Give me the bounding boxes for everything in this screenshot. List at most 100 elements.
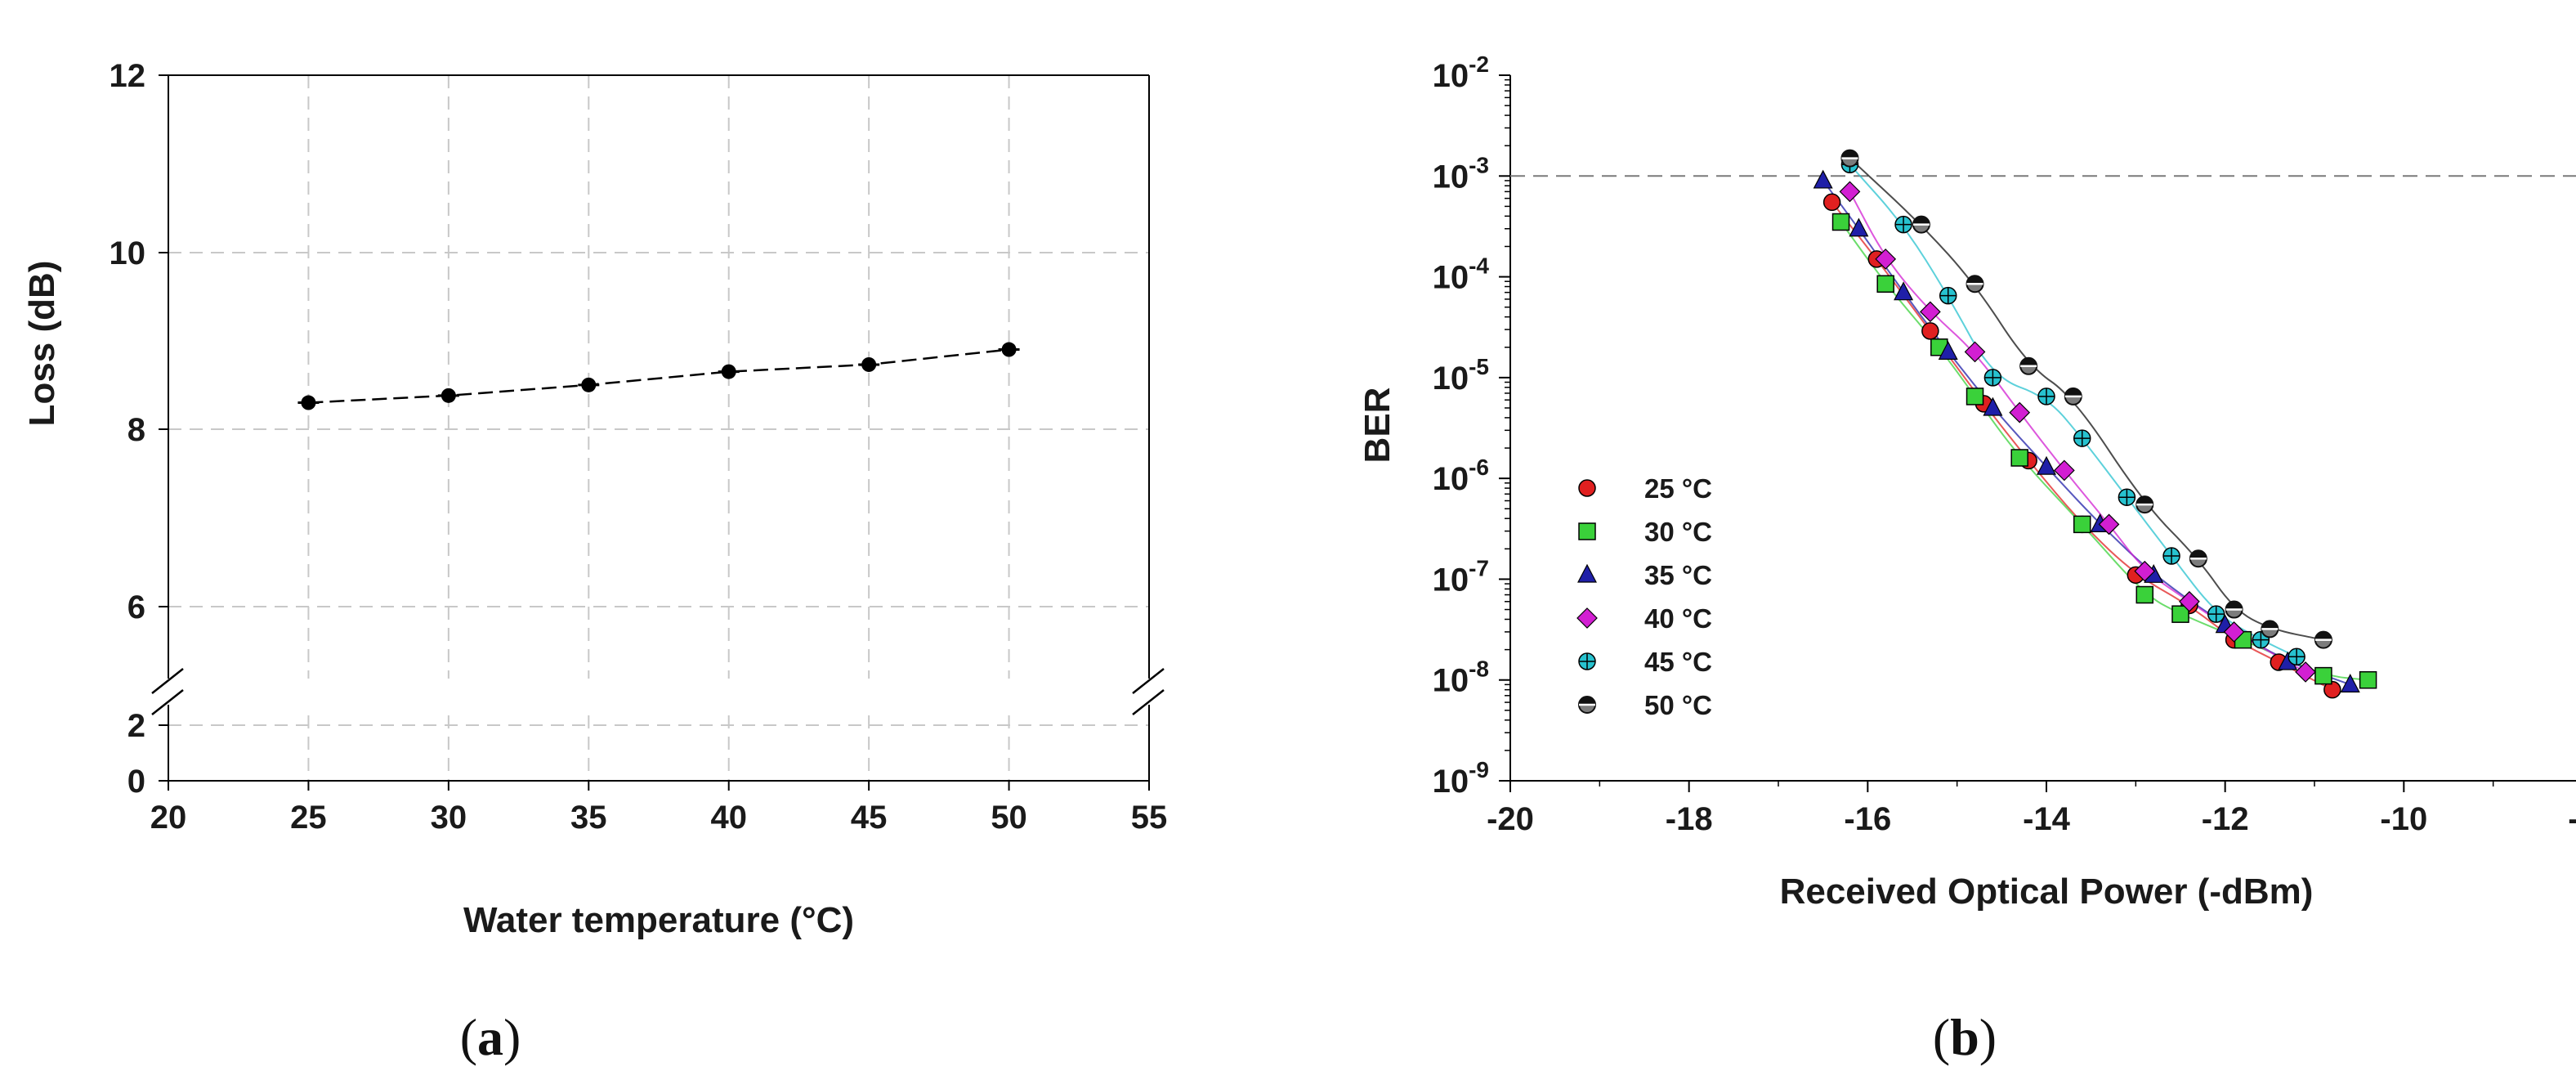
data-point-4-6 — [2118, 488, 2136, 506]
data-point-0-10 — [2323, 680, 2341, 699]
y-tick-label: 0 — [127, 764, 145, 800]
data-point-4-1 — [1894, 215, 1912, 234]
x-tick-label: -18 — [1666, 801, 1713, 837]
data-point-0-0 — [1822, 193, 1841, 212]
x-tick-label: 40 — [710, 800, 747, 836]
marker-top-half — [1966, 276, 1983, 285]
data-point-4-7 — [2162, 547, 2180, 565]
marker-top-half — [2225, 601, 2243, 610]
x-tick-label: -14 — [2023, 801, 2071, 837]
x-tick-label: 50 — [991, 800, 1027, 836]
data-point-2-4 — [1983, 397, 2003, 416]
data-point-4-3 — [1983, 369, 2002, 387]
data-point-1-5 — [2073, 515, 2091, 534]
legend-label-2: 35 °C — [1644, 560, 1712, 590]
x-tick-label: 55 — [1131, 800, 1168, 836]
marker-bottom-half — [2261, 629, 2279, 638]
y-tick-label: 10-3 — [1433, 152, 1489, 195]
data-point-1-10 — [2359, 670, 2377, 689]
x-tick-label: 25 — [290, 800, 327, 836]
marker-bottom-half — [1841, 158, 1858, 167]
marker-bottom-half — [2064, 396, 2082, 405]
marker-top-half — [1841, 150, 1858, 159]
data-point-1-7 — [2171, 605, 2189, 623]
data-point-3-0 — [1839, 181, 1861, 203]
fit-curve-1 — [1840, 221, 2368, 681]
y-tick-label: 10-5 — [1433, 354, 1489, 397]
data-point-5-5 — [2135, 495, 2154, 514]
data-point-2-10 — [2340, 674, 2360, 692]
data-point-3-2 — [1920, 301, 1941, 323]
panel-b-caption: (b) — [1933, 1008, 1997, 1066]
data-point-1-6 — [2135, 585, 2154, 604]
y-tick-label: 10-4 — [1433, 253, 1490, 296]
data-point-1-4 — [2010, 449, 2028, 467]
data-point-5-1 — [1912, 215, 1930, 234]
legend-marker-1 — [1578, 522, 1596, 540]
data-point-3-1 — [1875, 249, 1897, 270]
data-point-2-2 — [1894, 281, 1914, 301]
marker-top-half — [2314, 631, 2332, 640]
data-point-5-7 — [2225, 600, 2243, 619]
x-tick-label: 20 — [150, 800, 187, 836]
marker-bottom-half — [2136, 504, 2153, 513]
y-axis-label: Loss (dB) — [22, 261, 62, 427]
data-point-4-5 — [2073, 429, 2091, 447]
data-point-5-6 — [2189, 549, 2207, 568]
x-tick-label: -10 — [2380, 801, 2427, 837]
y-tick-label: 10-6 — [1433, 455, 1489, 497]
y-tick-label: 10-2 — [1433, 52, 1489, 94]
x-axis-label: Water temperature (°C) — [463, 900, 854, 940]
marker-bottom-half — [1966, 284, 1983, 293]
data-point-3-8 — [2179, 590, 2200, 612]
fit-curve-5 — [1849, 157, 2324, 641]
data-point-1-9 — [2314, 666, 2332, 685]
data-point-5-9 — [2314, 630, 2332, 649]
y-axis-label: BER — [1357, 388, 1398, 464]
data-point-5-4 — [2064, 387, 2082, 406]
y-tick-label: 2 — [127, 708, 145, 744]
x-tick-label: -20 — [1487, 801, 1534, 837]
marker-bottom-half — [2020, 365, 2037, 374]
data-point-1-0 — [1831, 213, 1850, 231]
axis-break-mark-1a — [1132, 668, 1165, 694]
data-point-1-1 — [1876, 275, 1894, 294]
marker-top-half — [2136, 496, 2153, 505]
marker-top-half — [2064, 388, 2082, 397]
data-point-4-2 — [1939, 286, 1957, 305]
x-tick-label: 30 — [431, 800, 467, 836]
data-point-2-0 — [1813, 169, 1833, 189]
chart-a: 0 2 6 8 10 12 20 25 30 35 40 45 50 55 Water temperatur… — [22, 58, 1167, 940]
data-point-2-3 — [1938, 341, 1958, 360]
data-point-3-10 — [2295, 661, 2316, 683]
axis-break-mark-0a — [151, 668, 184, 694]
x-tick-label: -8 — [2568, 801, 2576, 837]
legend-label-5: 50 °C — [1644, 690, 1712, 720]
marker-bottom-half — [2314, 639, 2332, 648]
marker-bottom-half — [1579, 705, 1595, 713]
data-point-5-3 — [2019, 356, 2038, 375]
data-point-1-3 — [1966, 388, 1984, 406]
marker-bottom-half — [2189, 558, 2207, 567]
axis-break-mark-0b — [151, 689, 184, 715]
legend-label-4: 45 °C — [1644, 647, 1712, 677]
legend-marker-5 — [1578, 696, 1596, 714]
y-tick-label: 10 — [110, 235, 146, 271]
data-point-3-5 — [2054, 459, 2075, 482]
data-point-5-2 — [1966, 275, 1984, 294]
data-point-3-7 — [2134, 560, 2156, 582]
data-point-4-10 — [2288, 648, 2305, 666]
data-point-3-9 — [2223, 621, 2245, 643]
marker-top-half — [1912, 216, 1930, 225]
x-tick-label: 45 — [851, 800, 888, 836]
y-tick-label: 10-9 — [1433, 757, 1489, 800]
data-point-4-8 — [2207, 605, 2225, 623]
x-tick-label: -16 — [1844, 801, 1891, 837]
x-tick-label: 35 — [570, 800, 607, 836]
marker-top-half — [2020, 357, 2037, 366]
marker-top-half — [2261, 621, 2279, 630]
data-point-3-6 — [2098, 513, 2120, 536]
x-axis-label: Received Optical Power (-dBm) — [1780, 872, 2314, 912]
chart-b: 10-9 10-8 10-7 10-6 10-5 10-4 10-3 10-2 -20 -18 -1… — [1357, 52, 2576, 912]
